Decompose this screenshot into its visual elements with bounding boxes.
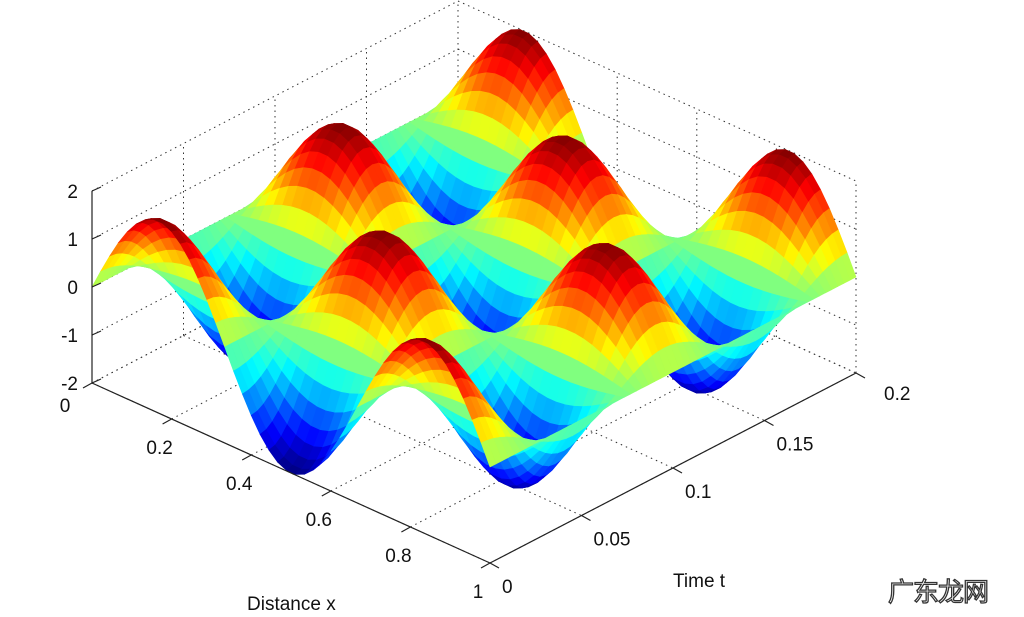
x-axis-line bbox=[91, 382, 491, 564]
t-tick bbox=[581, 514, 591, 522]
z-tick-label: -1 bbox=[61, 326, 78, 347]
x-tick bbox=[82, 382, 93, 389]
x-tick-label: 0.6 bbox=[306, 510, 332, 531]
t-tick-label: 0.15 bbox=[777, 435, 814, 456]
x-tick bbox=[241, 454, 252, 461]
watermark-logo: 广东龙网 bbox=[887, 577, 989, 608]
x-axis-label: Distance x bbox=[247, 594, 336, 615]
t-tick-label: 0.2 bbox=[884, 384, 910, 405]
t-axis-label: Time t bbox=[673, 571, 726, 592]
z-tick bbox=[91, 330, 102, 336]
x-tick bbox=[401, 526, 411, 533]
t-tick-label: 0 bbox=[502, 577, 513, 598]
x-tick-label: 0.8 bbox=[385, 546, 411, 567]
x-tick bbox=[321, 490, 332, 497]
x-tick-label: 0.2 bbox=[146, 438, 172, 459]
z-tick bbox=[91, 282, 102, 288]
z-tick-label: 0 bbox=[67, 278, 78, 299]
t-tick-label: 0.05 bbox=[594, 530, 631, 551]
x-tick-label: 0 bbox=[60, 396, 71, 417]
t-tick-label: 0.1 bbox=[685, 482, 711, 503]
back-wall-grid-line bbox=[457, 0, 857, 182]
z-tick-label: 1 bbox=[67, 230, 78, 251]
z-tick bbox=[91, 234, 102, 240]
z-tick-label: -2 bbox=[61, 374, 78, 395]
x-tick bbox=[162, 418, 172, 425]
t-tick bbox=[855, 372, 866, 379]
t-tick bbox=[672, 467, 683, 474]
x-tick-label: 0.4 bbox=[226, 474, 253, 495]
surface-patch bbox=[480, 439, 497, 468]
axes bbox=[82, 186, 866, 569]
t-tick bbox=[489, 562, 500, 569]
z-tick bbox=[91, 186, 102, 192]
z-tick-label: 2 bbox=[67, 182, 78, 203]
z-tick bbox=[91, 378, 102, 384]
surface bbox=[91, 29, 857, 489]
t-tick bbox=[764, 419, 774, 427]
x-tick-label: 1 bbox=[473, 582, 484, 603]
x-tick bbox=[480, 562, 491, 569]
